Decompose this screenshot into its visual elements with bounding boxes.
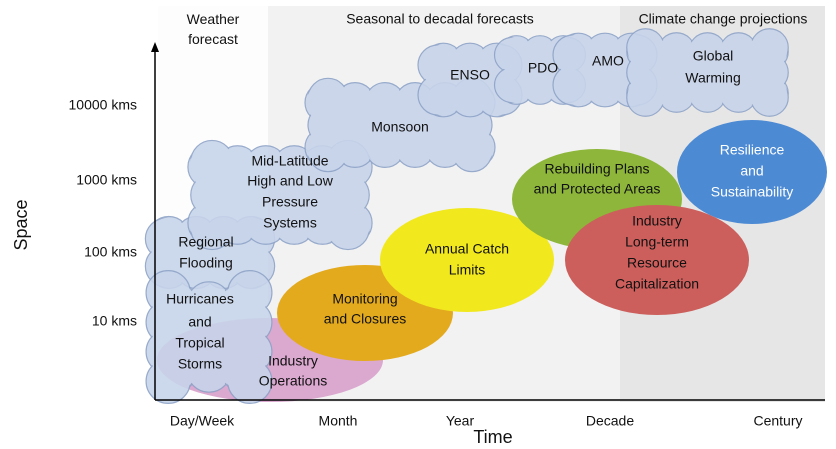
x-label: Decade [586,413,634,429]
band-label: Seasonal to decadal forecasts [346,11,534,27]
cloud-core [168,303,250,371]
label-line: PDO [528,60,558,76]
label-line: Operations [259,373,327,389]
label-line: Warming [685,70,741,86]
x-label: Year [446,413,475,429]
label-line: Pressure [262,194,318,210]
cloud [145,270,273,404]
label-line: Limits [449,262,486,278]
ellipse [380,208,554,312]
label-line: and Closures [324,311,407,327]
label-line: and Protected Areas [534,181,661,197]
label-line: Long-term [625,234,689,250]
label-line: Flooding [179,255,233,271]
cloud-fill [228,360,271,403]
label-line: and [188,314,211,330]
band-line: Weather [187,11,240,27]
ellipse [565,205,749,315]
label-line: Monitoring [332,291,397,307]
cloud-core [212,167,348,223]
band-line: forecast [188,31,238,47]
x-label: Month [319,413,358,429]
cloud-core [438,63,502,97]
label-line: Industry [632,213,682,229]
label-line: ENSO [450,67,490,83]
label-line: Monsoon [371,119,429,135]
label-line: Annual Catch [425,241,509,257]
cloud-core [645,51,770,94]
cloud [626,28,789,117]
label-line: Sustainability [711,184,794,200]
label-line: Capitalization [615,276,699,292]
y-label: 100 kms [84,244,137,260]
x-title: Time [473,427,512,447]
cloud [417,42,523,118]
x-label: Century [753,413,802,429]
label-line: Regional [178,234,233,250]
band-label: Weather forecast [187,11,240,47]
y-title: Space [11,199,31,250]
band-label: Climate change projections [639,11,808,27]
label-line: Industry [268,353,318,369]
x-label: Day/Week [170,413,235,429]
label-line: High and Low [247,173,334,189]
label-line: AMO [592,53,624,69]
label-line: and [740,163,763,179]
label-line: Rebuilding Plans [544,161,649,177]
label-line: Hurricanes [166,291,234,307]
y-arrow [151,42,159,52]
y-label: 1000 kms [76,172,137,188]
y-label: 10 kms [92,313,137,329]
cloud-fill [228,271,271,314]
label-line: Systems [263,215,317,231]
label-line: Resilience [720,142,785,158]
ellipse [677,120,827,224]
label-line: Mid-Latitude [251,153,328,169]
label-line: Storms [178,356,222,372]
cloud-fill [147,360,190,403]
y-label: 10000 kms [69,97,137,113]
label-line: Global [693,48,733,64]
label-line: Tropical [175,335,224,351]
cloud-fill [147,271,190,314]
label-line: Resource [627,255,687,271]
